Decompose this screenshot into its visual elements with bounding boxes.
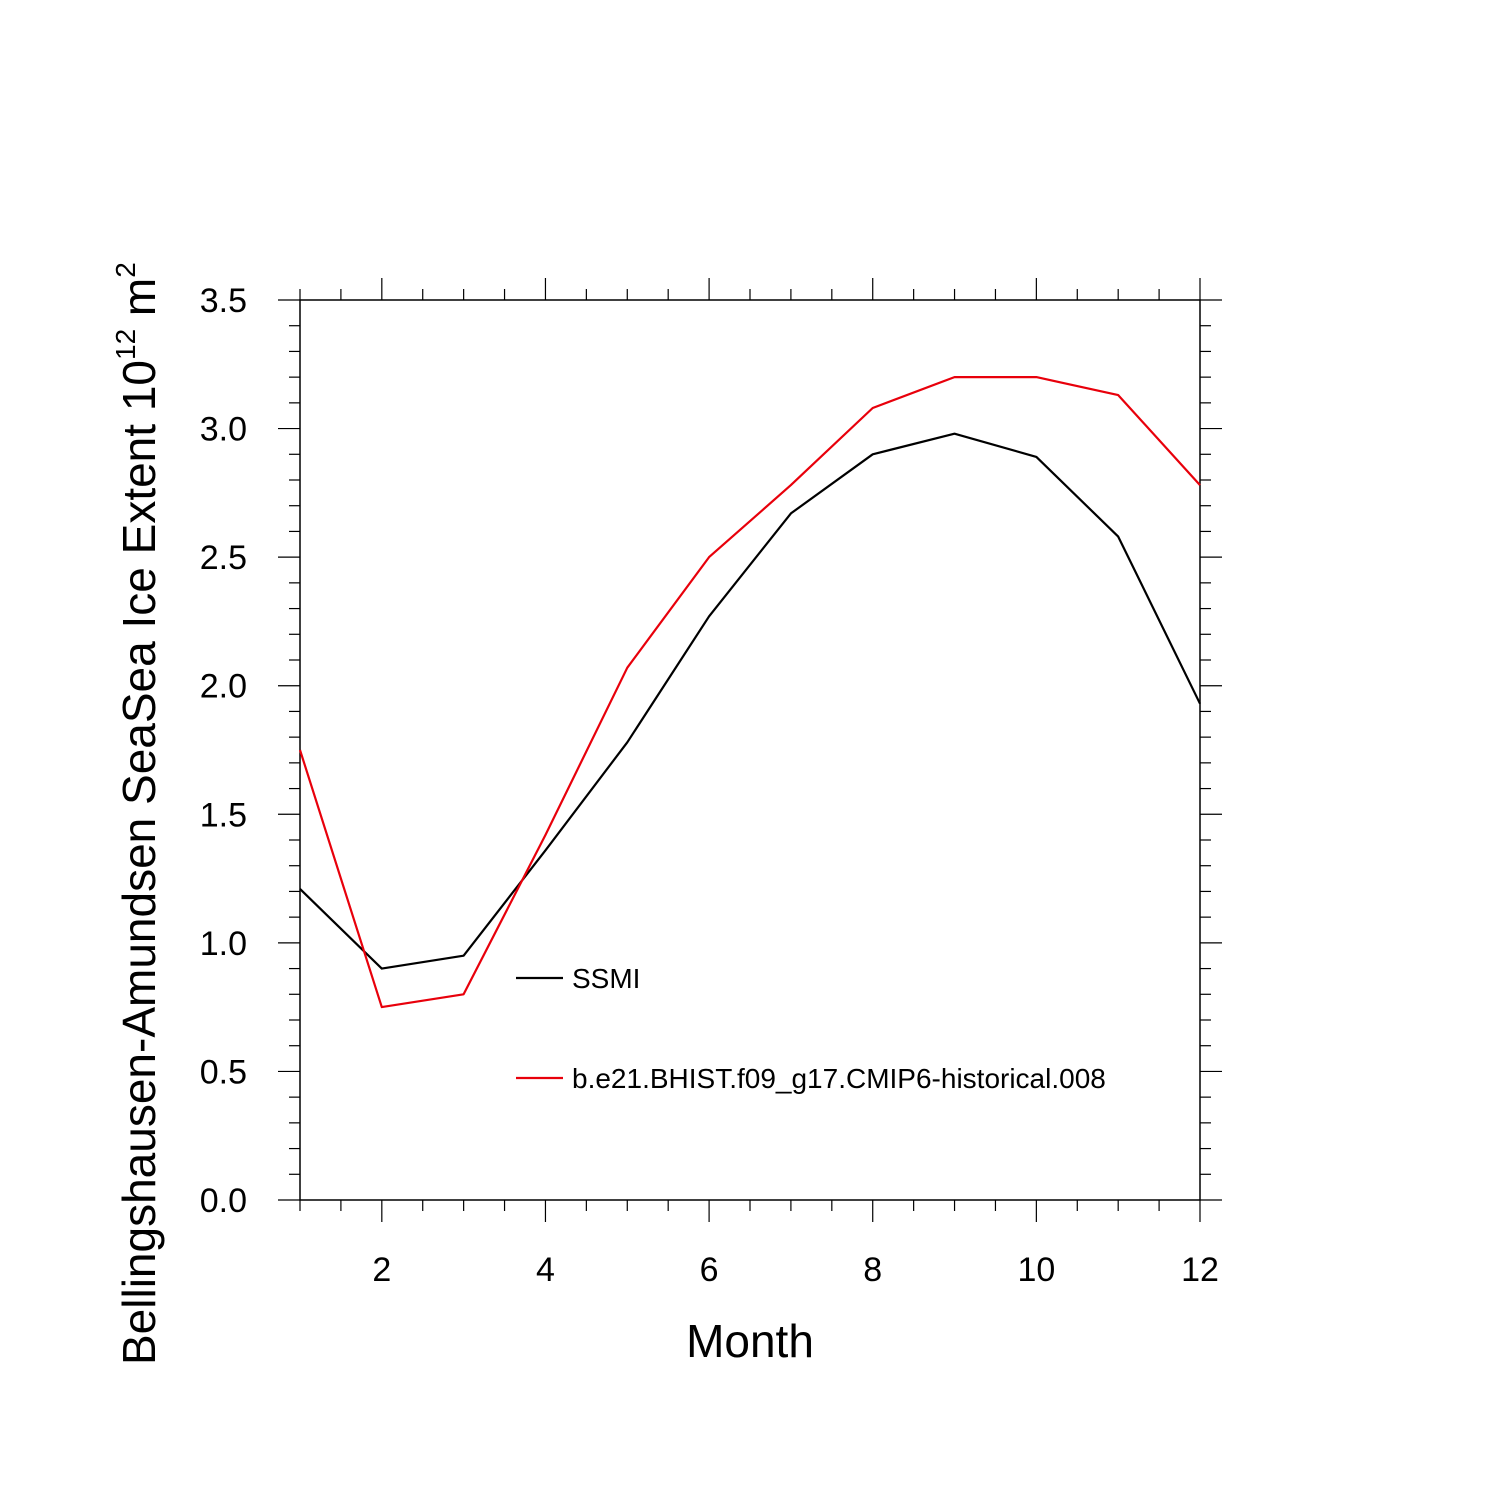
y-axis-label-exp: 12 [110,329,141,360]
x-tick-label: 2 [372,1251,391,1289]
y-axis-label-main: Bellingshausen-Amundsen SeaSea Ice Exten… [113,360,165,1365]
series-line-1 [299,432,1201,970]
x-axis-label: Month [686,1315,814,1367]
legend: SSMI b.e21.BHIST.f09_g17.CMIP6-historical… [516,963,1106,1094]
y-tick-label: 1.0 [200,925,247,963]
y-tick-label: 3.0 [200,411,247,449]
x-tick-label: 6 [700,1251,719,1289]
x-tick-label: 8 [863,1251,882,1289]
y-tick-label: 3.5 [200,282,247,320]
y-tick-label: 0.0 [200,1182,247,1220]
legend-label-2: b.e21.BHIST.f09_g17.CMIP6-historical.008 [572,1063,1106,1094]
x-tick-label: 12 [1181,1251,1219,1289]
y-axis-label-unit: m [113,278,165,329]
y-tick-label: 0.5 [200,1053,247,1091]
x-tick-label: 4 [536,1251,555,1289]
y-axis-label: Bellingshausen-Amundsen SeaSea Ice Exten… [110,262,165,1365]
y-axis-label-unit-exp: 2 [110,262,141,278]
y-axis: 0.0 0.5 1.0 1.5 2.0 2.5 3.0 3.5 [200,282,1222,1220]
y-tick-label: 2.0 [200,668,247,706]
series-line-2 [298,376,1201,1009]
legend-label-1: SSMI [572,963,640,994]
x-tick-label: 10 [1017,1251,1055,1289]
x-axis: 2 4 6 8 10 12 [299,278,1219,1289]
y-tick-label: 2.5 [200,539,247,577]
y-tick-label: 1.5 [200,796,247,834]
series-layer [298,376,1201,1009]
